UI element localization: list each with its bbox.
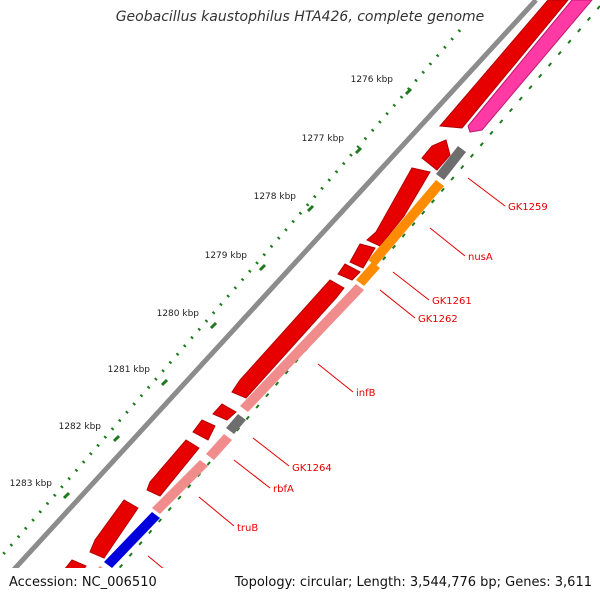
tick-mark <box>258 263 267 272</box>
cds-forward[interactable] <box>89 499 139 559</box>
cds-forward[interactable] <box>56 559 87 588</box>
gene-label-leader <box>317 363 354 393</box>
gene-rbfA-bar[interactable] <box>206 434 232 460</box>
tick-label: 1280 kbp <box>157 309 200 319</box>
accession-label: Accession: NC_006510 <box>9 575 157 590</box>
tick-group: 1276 kbp 1277 kbp 1278 kbp 1279 kbp 1280 kbp… <box>10 75 413 500</box>
tick-label: 1279 kbp <box>205 251 248 261</box>
gene-label-leader <box>252 437 290 467</box>
cds-forward[interactable] <box>337 263 361 281</box>
tick-mark <box>62 491 71 500</box>
cds-forward[interactable] <box>192 419 216 441</box>
genome-backbone <box>11 0 538 568</box>
gene-infB-bar[interactable] <box>240 284 364 412</box>
tick-mark <box>112 434 121 443</box>
gene-label[interactable]: GK1267 <box>185 581 225 592</box>
gene-label[interactable]: rbfA <box>273 484 294 495</box>
gene-label-leader <box>467 177 506 207</box>
tick-mark <box>209 321 218 330</box>
gene-GK1259-bar[interactable] <box>467 0 593 133</box>
cds-forward[interactable] <box>212 403 237 421</box>
tick-mark <box>160 378 169 387</box>
gene-GK1264-bar[interactable] <box>226 414 246 434</box>
gene-label[interactable]: GK1261 <box>432 296 472 307</box>
gene-label[interactable]: GK1262 <box>418 314 458 325</box>
cds-forward[interactable] <box>421 139 451 171</box>
gene-nusA-bar[interactable] <box>368 180 444 266</box>
gene-label[interactable]: GK1259 <box>508 202 548 213</box>
tick-label: 1276 kbp <box>351 75 394 85</box>
tick-label: 1281 kbp <box>108 365 151 375</box>
tick-ruler <box>0 29 462 559</box>
tick-mark <box>404 87 413 96</box>
tick-label: 1277 kbp <box>302 134 345 144</box>
tick-mark <box>306 204 315 213</box>
tick-label: 1278 kbp <box>254 192 297 202</box>
gene-truB-bar[interactable] <box>152 460 208 514</box>
gene-label[interactable]: truB <box>237 523 258 534</box>
gene-label-leader <box>198 496 235 527</box>
gene-GK1267-bar[interactable] <box>104 512 160 568</box>
gene-GK1262-bar[interactable] <box>356 262 380 286</box>
gene-label-group: GK1259 nusA GK1261 GK1262 infB GK1264 rbfA truB… <box>147 177 548 592</box>
gene-label-leader <box>379 289 416 319</box>
cds-forward[interactable] <box>146 439 200 497</box>
cds-forward[interactable] <box>438 0 569 129</box>
gene-label[interactable]: GK1264 <box>292 463 332 474</box>
gene-bar[interactable] <box>72 566 108 600</box>
forward-strand-track <box>56 0 569 588</box>
map-title: Geobacillus kaustophilus HTA426, complet… <box>115 9 485 25</box>
tick-label: 1282 kbp <box>59 422 102 432</box>
tick-mark <box>354 146 363 155</box>
gene-label-leader <box>233 459 271 489</box>
cds-forward[interactable] <box>349 243 376 269</box>
tick-label: 1283 kbp <box>10 479 53 489</box>
gene-label[interactable]: nusA <box>468 252 493 263</box>
gene-label-leader <box>429 227 466 257</box>
topology-label: Topology: circular; Length: 3,544,776 bp… <box>234 575 592 590</box>
gene-label-leader <box>147 555 164 568</box>
gene-label[interactable]: infB <box>356 388 376 399</box>
gene-GK1261-bar[interactable] <box>436 146 466 180</box>
cds-forward[interactable] <box>231 279 345 399</box>
cds-forward[interactable] <box>366 167 431 247</box>
gene-label-leader <box>392 271 430 301</box>
